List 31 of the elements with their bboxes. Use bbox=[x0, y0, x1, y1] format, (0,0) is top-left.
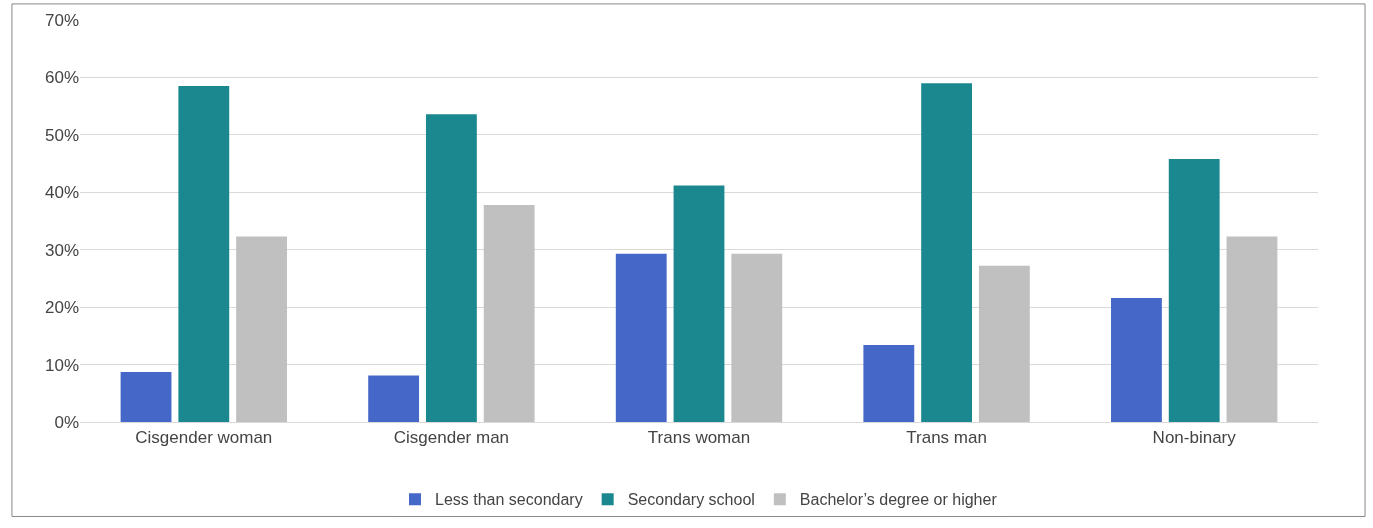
y-tick-label: 60% bbox=[44, 68, 79, 88]
legend-label: Less than secondary bbox=[435, 491, 583, 509]
x-tick-label: Cisgender woman bbox=[135, 428, 273, 448]
y-tick-label: 70% bbox=[44, 10, 79, 30]
bar bbox=[615, 253, 667, 422]
y-tick-label: 50% bbox=[44, 125, 79, 145]
bar bbox=[368, 375, 420, 422]
x-tick-label: Trans man bbox=[906, 428, 987, 448]
bar bbox=[483, 204, 535, 422]
y-tick-label: 30% bbox=[44, 240, 79, 260]
bar bbox=[120, 372, 172, 422]
bar bbox=[425, 114, 477, 422]
bar bbox=[178, 86, 230, 422]
bar bbox=[673, 185, 725, 422]
x-tick-label: Cisgender man bbox=[393, 428, 510, 448]
y-tick-label: 40% bbox=[44, 183, 79, 203]
bar bbox=[236, 236, 287, 422]
y-tick-label: 0% bbox=[54, 412, 79, 432]
x-tick-label: Trans woman bbox=[647, 428, 751, 448]
bar bbox=[1168, 158, 1220, 422]
bar bbox=[731, 253, 783, 422]
bar bbox=[1111, 297, 1162, 422]
x-tick-label: Non-binary bbox=[1152, 428, 1237, 448]
bar bbox=[1226, 236, 1278, 422]
bar bbox=[863, 345, 915, 422]
bar bbox=[921, 83, 973, 422]
bar bbox=[978, 265, 1030, 422]
legend-label: Bachelor’s degree or higher bbox=[799, 491, 998, 509]
legend-label: Secondary school bbox=[627, 491, 755, 509]
y-tick-label: 10% bbox=[44, 355, 79, 375]
y-tick-label: 20% bbox=[44, 298, 79, 318]
